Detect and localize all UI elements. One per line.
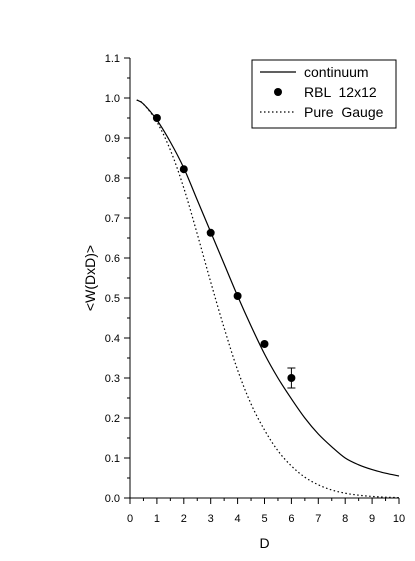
y-tick-label: 0.6 [105, 253, 120, 265]
data-point-rbl-12x12 [206, 228, 215, 237]
y-tick-label: 1.0 [105, 93, 120, 105]
y-tick-label: 0.2 [105, 413, 120, 425]
x-tick-label: 0 [127, 513, 133, 525]
x-tick-label: 5 [261, 513, 267, 525]
legend-label-pure-gauge: Pure Gauge [304, 104, 384, 120]
x-tick-label: 10 [393, 513, 405, 525]
y-tick-label: 0.1 [105, 453, 120, 465]
legend-swatch-rbl [274, 88, 282, 96]
legend-label-rbl: RBL 12x12 [304, 84, 377, 100]
x-ticks: 0 1 2 3 4 5 6 7 8 9 10 [127, 498, 405, 525]
x-tick-label: 4 [235, 513, 241, 525]
y-axis-title: <W(DxD)> [82, 245, 98, 311]
legend-label-continuum: continuum [304, 64, 369, 80]
x-tick-label: 7 [315, 513, 321, 525]
data-point-rbl-12x12 [179, 165, 188, 174]
series-line-pure-gauge [136, 99, 400, 499]
y-tick-label: 0.7 [105, 213, 120, 225]
data-point-rbl-12x12 [233, 292, 242, 300]
x-tick-label: 2 [181, 513, 187, 525]
series-line-continuum [136, 99, 400, 477]
x-tick-label: 1 [154, 513, 160, 525]
y-tick-label: 0.3 [105, 373, 120, 385]
y-tick-label: 0.9 [105, 133, 120, 145]
data-point-rbl-12x12 [152, 114, 161, 122]
x-tick-label: 9 [369, 513, 375, 525]
x-tick-label: 6 [288, 513, 294, 525]
x-tick-label: 8 [342, 513, 348, 525]
y-tick-label: 1.1 [105, 53, 120, 65]
y-tick-label: 0.0 [105, 493, 120, 505]
data-point-rbl-12x12 [287, 374, 296, 382]
data-point-rbl-12x12 [260, 340, 269, 348]
x-axis-title: D [259, 535, 269, 551]
y-tick-label: 0.5 [105, 293, 120, 305]
y-tick-label: 0.8 [105, 173, 120, 185]
y-ticks: 0.0 0.1 0.2 0.3 0.4 0.5 0.6 0.7 0.8 0.9 1.0 1.1 [105, 53, 130, 505]
legend: continuum RBL 12x12 Pure Gauge [251, 59, 397, 129]
y-tick-label: 0.4 [105, 333, 120, 345]
x-tick-label: 3 [208, 513, 214, 525]
series-layer [136, 99, 400, 499]
